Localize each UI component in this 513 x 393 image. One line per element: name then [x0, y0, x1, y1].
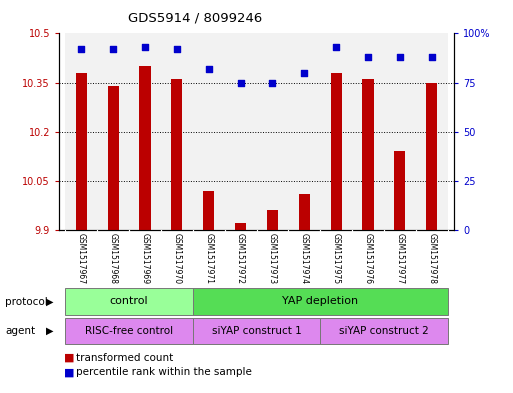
Text: GSM1517975: GSM1517975 [331, 233, 341, 284]
Text: GSM1517969: GSM1517969 [141, 233, 149, 284]
Point [109, 46, 117, 52]
Point [364, 54, 372, 60]
Text: GSM1517973: GSM1517973 [268, 233, 277, 284]
Bar [97, 33, 129, 230]
Point [205, 66, 213, 72]
Text: YAP depletion: YAP depletion [282, 296, 358, 306]
Bar [203, 191, 214, 230]
Text: GSM1517977: GSM1517977 [396, 233, 404, 284]
Text: GDS5914 / 8099246: GDS5914 / 8099246 [128, 11, 262, 24]
Point [268, 79, 277, 86]
Point [236, 79, 245, 86]
Text: GSM1517972: GSM1517972 [236, 233, 245, 284]
Bar [299, 194, 310, 230]
Bar [140, 66, 151, 230]
Bar [129, 33, 161, 230]
Text: percentile rank within the sample: percentile rank within the sample [76, 367, 252, 377]
Text: GSM1517978: GSM1517978 [427, 233, 436, 284]
Text: GSM1517976: GSM1517976 [364, 233, 372, 284]
Bar [193, 318, 320, 344]
Text: siYAP construct 1: siYAP construct 1 [212, 325, 301, 336]
Bar [426, 83, 437, 230]
Text: GSM1517971: GSM1517971 [204, 233, 213, 284]
Text: control: control [110, 296, 148, 306]
Bar [193, 33, 225, 230]
Bar [161, 33, 193, 230]
Text: ■: ■ [64, 353, 74, 363]
Bar [65, 318, 193, 344]
Bar [267, 210, 278, 230]
Bar [320, 33, 352, 230]
Text: protocol: protocol [5, 297, 48, 307]
Point [428, 54, 436, 60]
Text: GSM1517974: GSM1517974 [300, 233, 309, 284]
Text: ▶: ▶ [46, 326, 54, 336]
Text: GSM1517967: GSM1517967 [77, 233, 86, 284]
Point [396, 54, 404, 60]
Point [141, 44, 149, 50]
Bar [416, 33, 448, 230]
Text: ■: ■ [64, 367, 74, 377]
Bar [193, 288, 448, 315]
Point [173, 46, 181, 52]
Text: agent: agent [5, 326, 35, 336]
Text: GSM1517970: GSM1517970 [172, 233, 182, 284]
Bar [394, 151, 405, 230]
Bar [256, 33, 288, 230]
Point [300, 70, 308, 76]
Bar [362, 79, 373, 230]
Bar [76, 73, 87, 230]
Point [332, 44, 340, 50]
Bar [65, 33, 97, 230]
Text: RISC-free control: RISC-free control [85, 325, 173, 336]
Bar [65, 288, 193, 315]
Bar [320, 318, 448, 344]
Bar [108, 86, 119, 230]
Bar [352, 33, 384, 230]
Bar [330, 73, 342, 230]
Bar [384, 33, 416, 230]
Text: transformed count: transformed count [76, 353, 173, 363]
Bar [225, 33, 256, 230]
Text: GSM1517968: GSM1517968 [109, 233, 117, 284]
Bar [288, 33, 320, 230]
Text: ▶: ▶ [46, 297, 54, 307]
Point [77, 46, 85, 52]
Text: siYAP construct 2: siYAP construct 2 [339, 325, 429, 336]
Bar [171, 79, 183, 230]
Bar [235, 223, 246, 230]
